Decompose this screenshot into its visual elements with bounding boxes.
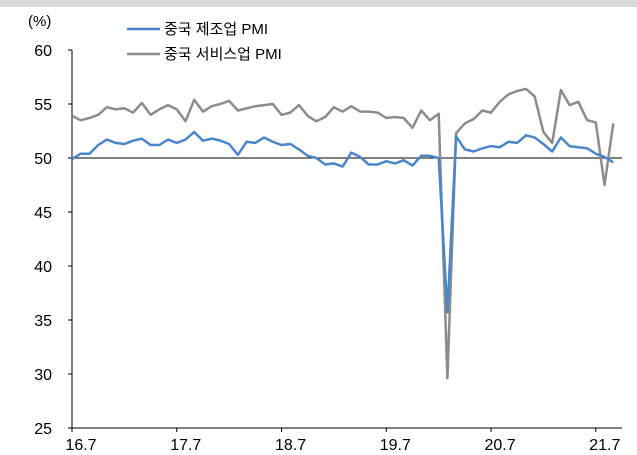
y-tick-label: 35 [34, 313, 52, 330]
y-tick-label: 30 [34, 367, 52, 384]
x-tick-label: 20.7 [484, 437, 515, 454]
legend-label-services: 중국 서비스업 PMI [164, 46, 282, 63]
y-tick-label: 45 [34, 205, 52, 222]
legend: 중국 제조업 PMI 중국 서비스업 PMI [127, 21, 282, 63]
series-group [71, 87, 615, 380]
legend-label-manufacturing: 중국 제조업 PMI [164, 21, 268, 38]
x-tick-label: 21.7 [589, 437, 620, 454]
x-tick-label: 17.7 [170, 437, 201, 454]
x-tick-label: 16.7 [65, 437, 96, 454]
x-ticks: 16.7 17.7 18.7 19.7 20.7 21.7 [65, 428, 620, 454]
y-tick-label: 50 [34, 151, 52, 168]
y-tick-label: 40 [34, 259, 52, 276]
y-ticks: 25 30 35 40 45 50 55 60 [34, 43, 72, 438]
x-tick-label: 19.7 [380, 437, 411, 454]
manufacturing-pmi-line [71, 130, 614, 314]
x-tick-label: 18.7 [275, 437, 306, 454]
top-rule [0, 0, 637, 7]
y-tick-label: 25 [34, 421, 52, 438]
services-pmi-line [71, 87, 615, 380]
y-tick-label: 60 [34, 43, 52, 60]
y-tick-label: 55 [34, 97, 52, 114]
y-unit-label: (%) [28, 13, 51, 30]
axes [71, 50, 622, 429]
